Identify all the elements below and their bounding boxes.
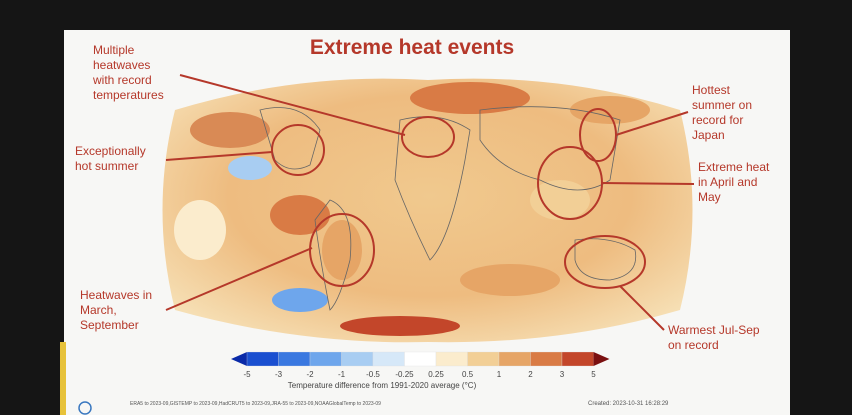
colorbar-segment [341,351,374,367]
edge-stripe [60,342,66,415]
colorbar-segment [404,351,437,367]
colorbar: -5 -3 -2 -1 -0.5 -0.25 0.25 0.5 1 2 3 5 [231,351,610,379]
title: Extreme heat events [310,36,514,59]
annotation-text: September [80,318,139,332]
colorbar-tick-label: 1 [497,370,502,379]
annotation-text: Heatwaves in [80,288,152,302]
created: Created: 2023-10-31 16:28:29 [588,401,669,407]
annotation-text: hot summer [75,159,138,173]
colorbar-arrow [593,352,610,366]
annotation-text: heatwaves [93,58,150,72]
colorbar-tick-label: -0.25 [395,370,414,379]
annotation-text: on record [668,338,719,352]
annotation-marks [165,74,695,331]
colorbar-segment [467,351,500,367]
annotation-text: Warmest Jul-Sep [668,323,760,337]
colorbar-tick-label: 2 [528,370,533,379]
colorbar-segment [246,351,279,367]
annotation-text: summer on [692,98,752,112]
colorbar-segment [498,351,531,367]
annotation-text: March, [80,303,117,317]
colorbar-label: Temperature difference from 1991-2020 av… [288,381,477,390]
colorbar-tick-label: 0.25 [428,370,444,379]
colorbar-arrow [231,352,247,366]
annotation-text: in April and [698,175,757,189]
annotation-text: Exceptionally [75,144,146,158]
colorbar-tick-label: -1 [338,370,346,379]
colorbar-tick-label: 0.5 [462,370,474,379]
colorbar-segment [372,351,405,367]
colorbar-segment [309,351,342,367]
map [162,78,693,343]
colorbar-segment [278,351,311,367]
colorbar-tick-label: -2 [306,370,314,379]
annotation-text: May [698,190,721,204]
annotation-text: Multiple [93,43,135,57]
annotation-text: Extreme heat [698,160,770,174]
colorbar-segment [435,351,468,367]
annotation-text: Hottest [692,83,731,97]
annotation-text: with record [92,73,152,87]
sources: ERA5 to 2023-09,GISTEMP to 2023-09,HadCR… [130,401,381,407]
colorbar-segment [530,351,563,367]
colorbar-tick-label: -5 [243,370,251,379]
annotation-text: Japan [692,128,725,142]
colorbar-tick-label: -3 [275,370,283,379]
colorbar-tick-label: -0.5 [366,370,380,379]
colorbar-tick-label: 5 [591,370,596,379]
colorbar-tick-label: 3 [560,370,565,379]
colorbar-segment [561,351,594,367]
logo [78,401,92,415]
annotation-text: temperatures [93,88,164,102]
annotation-text: record for [692,113,743,127]
